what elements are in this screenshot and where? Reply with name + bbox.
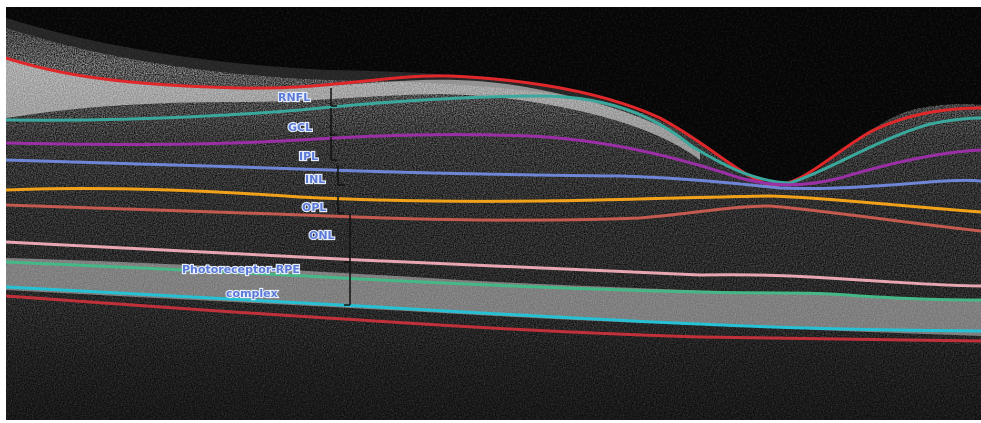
label-complex: complex (226, 287, 278, 300)
label-opl: OPL (302, 201, 326, 214)
boundary-inl-opl (6, 186, 981, 214)
boundary-ilm (6, 56, 981, 187)
label-ipl: IPL (299, 150, 318, 163)
label-rnfl: RNFL (278, 91, 310, 104)
label-inl: INL (305, 173, 325, 186)
boundary-rnfl-gcl (6, 94, 981, 185)
boundary-bruch (6, 294, 981, 343)
boundary-elm (6, 240, 981, 288)
boundary-rpe (6, 285, 981, 333)
layer-boundaries (6, 56, 981, 343)
boundary-isos (6, 260, 981, 302)
layer-labels: RNFL GCL IPL INL OPL ONL Photoreceptor-R… (181, 90, 336, 301)
boundary-opl-onl (6, 203, 981, 233)
label-photoreceptor-rpe: Photoreceptor-RPE (182, 263, 300, 276)
boundary-gcl-ipl (6, 133, 981, 187)
label-gcl: GCL (288, 121, 312, 134)
layer-brackets (330, 88, 351, 306)
boundary-ipl-inl (6, 158, 981, 191)
label-onl: ONL (309, 229, 335, 242)
